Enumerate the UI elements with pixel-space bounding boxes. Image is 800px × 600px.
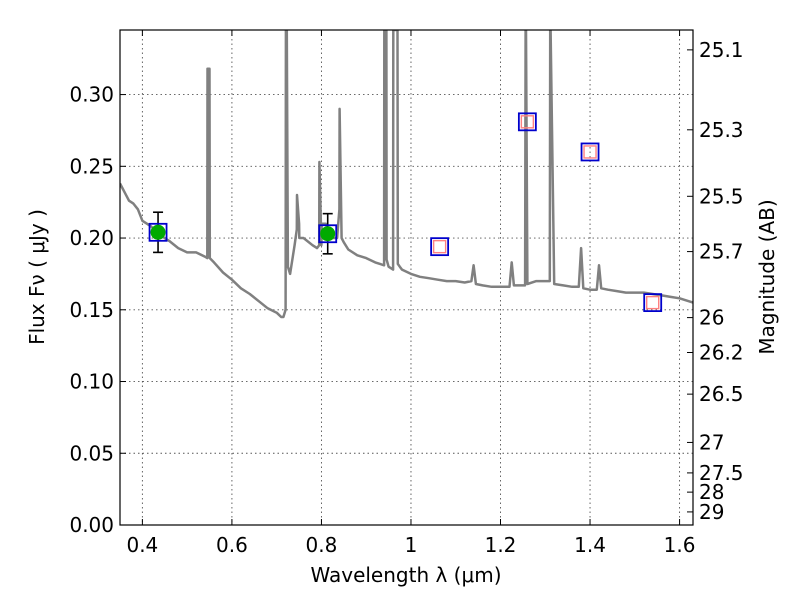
observed-photometry-point [150,224,166,240]
x-tick-label: 1 [405,533,418,557]
right-tick-label: 25.5 [699,184,744,208]
y-tick-label: 0.10 [69,370,114,394]
x-tick-label: 0.8 [306,533,338,557]
x-tick-label: 1.2 [485,533,517,557]
right-tick-label: 27 [699,430,724,454]
right-tick-label: 26 [699,306,724,330]
model-photometry-square [148,222,168,242]
y-tick-label: 0.05 [69,441,114,465]
x-tick-label: 0.6 [216,533,248,557]
right-tick-label: 28 [699,480,724,504]
right-tick-label: 25.7 [699,240,744,264]
right-tick-label: 25.1 [699,38,744,62]
model-photometry-square [318,224,338,244]
y-tick-label: 0.15 [69,298,114,322]
y-axis-label: Flux Fν ( μJy ) [25,209,49,345]
y-tick-label: 0.25 [69,154,114,178]
plot-frame [119,29,694,526]
right-tick-label: 26.2 [699,340,744,364]
series-layer [120,30,693,319]
grid-layer [120,30,693,526]
right-tick-label: 25.3 [699,118,744,142]
x-axis: 0.4 0.6 0.8 1 1.2 1.4 1.6 [126,30,695,557]
x-axis-label: Wavelength λ (μm) [310,563,501,587]
x-tick-label: 0.4 [126,533,158,557]
model-spectrum-line [120,30,693,319]
y-tick-label: 0.20 [69,226,114,250]
right-axis-label: Magnitude (AB) [755,199,779,354]
model-photometry-square [430,237,450,257]
model-photometry-square [643,293,663,313]
model-photometry-square [517,112,537,132]
right-tick-label: 27.5 [699,461,744,485]
x-tick-label: 1.6 [664,533,696,557]
observed-photometry-point [320,226,336,242]
x-tick-label: 1.4 [574,533,606,557]
upper-limit-square [432,239,447,254]
model-photometry-square [580,142,600,162]
upper-limit-square [520,115,535,129]
y-axis: 0.00 0.05 0.10 0.15 0.20 0.25 0.30 [69,83,126,537]
right-tick-label: 29 [699,500,724,524]
upper-limit-square [646,295,660,310]
right-tick-label: 26.5 [699,382,744,406]
y-tick-label: 0.30 [69,83,114,107]
y-tick-label: 0.00 [69,513,114,537]
upper-limit-square [583,145,597,159]
